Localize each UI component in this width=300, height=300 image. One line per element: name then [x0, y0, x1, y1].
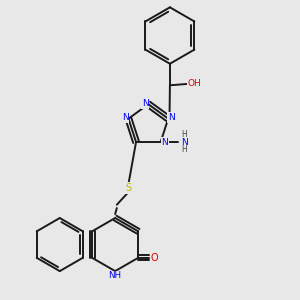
Text: N: N — [161, 138, 168, 147]
Text: N: N — [122, 113, 128, 122]
Text: NH: NH — [108, 271, 121, 280]
Text: N: N — [181, 137, 188, 146]
Text: N: N — [142, 99, 148, 108]
Text: O: O — [151, 253, 159, 263]
Text: S: S — [125, 183, 131, 193]
Text: N: N — [168, 113, 175, 122]
Text: H: H — [182, 130, 188, 139]
Text: H: H — [182, 145, 188, 154]
Text: OH: OH — [187, 80, 201, 88]
